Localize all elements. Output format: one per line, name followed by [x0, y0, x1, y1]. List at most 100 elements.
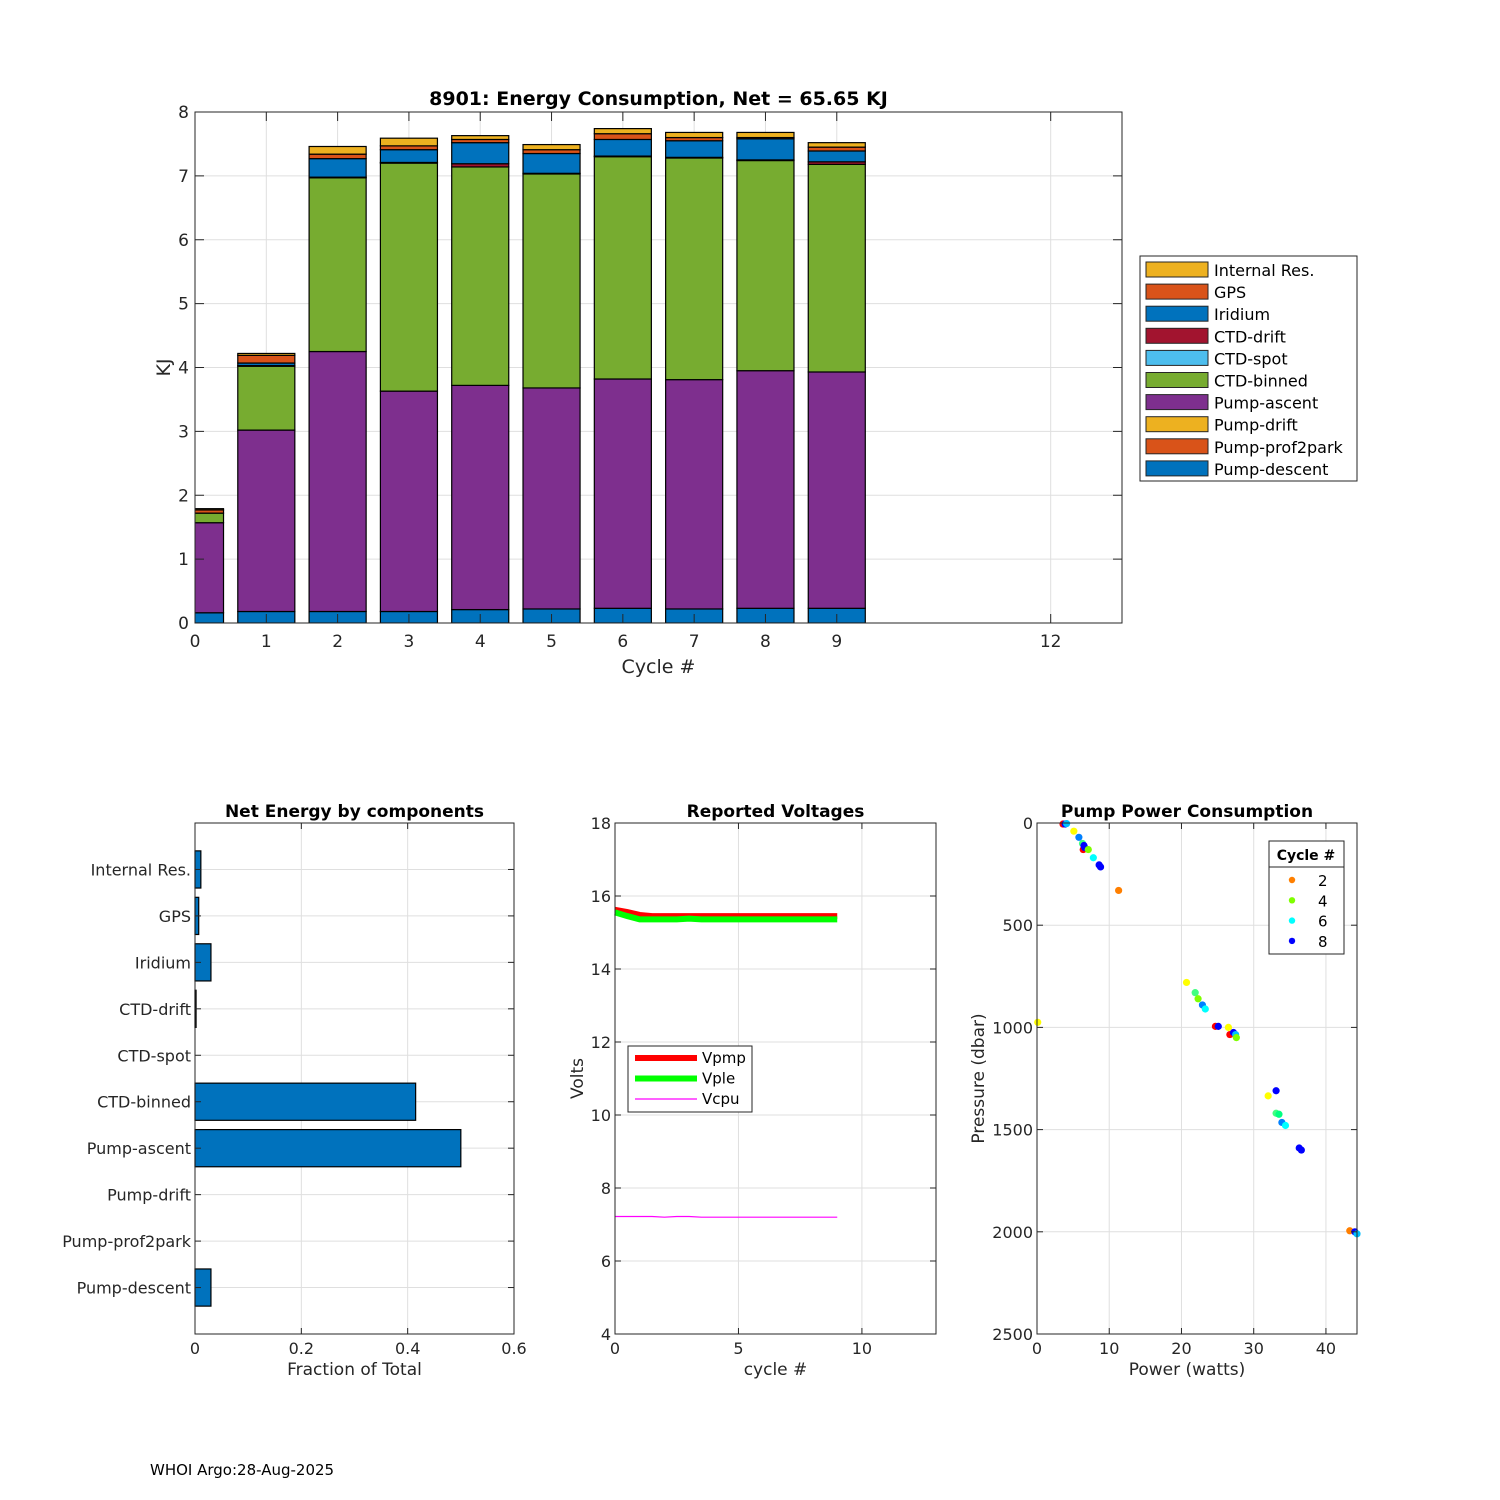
x-tick-label: 6	[617, 632, 628, 652]
x-tick-label: 30	[1244, 1339, 1264, 1358]
y-axis-label: Pressure (dbar)	[969, 1013, 989, 1143]
data-point	[1201, 1005, 1209, 1013]
data-point	[1281, 1121, 1290, 1130]
data-point	[1075, 833, 1083, 841]
bar-segment-ctd-binned	[665, 157, 724, 381]
bar-segment-ctd-binned	[522, 173, 581, 389]
x-tick-label: 2	[332, 632, 343, 652]
legend-swatch	[1145, 261, 1209, 278]
data-point	[1115, 886, 1123, 895]
legend: Cycle # 2 4 6 8	[1268, 840, 1345, 955]
data-point	[1224, 1023, 1233, 1031]
x-axis-label: Cycle #	[622, 656, 696, 678]
x-tick-label: 3	[404, 632, 415, 652]
y-tick-label: 3	[178, 422, 189, 442]
y-tick-label: 2500	[992, 1325, 1033, 1344]
bar-segment-internal-res-	[522, 143, 581, 151]
y-tick-label: Internal Res.	[91, 860, 191, 879]
bar-segment-internal-res-	[379, 137, 439, 147]
y-tick-label: 1000	[992, 1018, 1033, 1037]
x-tick-label: 1	[261, 632, 272, 652]
bar-segment-ctd-binned	[736, 159, 795, 372]
bar-ctd-binned	[194, 1082, 417, 1121]
x-tick-label: 0.6	[501, 1339, 526, 1358]
x-axis-label: cycle #	[744, 1360, 808, 1380]
data-point	[1034, 1018, 1042, 1026]
data-point	[1070, 827, 1078, 835]
chart-title: 8901: Energy Consumption, Net = 65.65 KJ	[429, 88, 888, 110]
bar-segment-ctd-binned	[308, 177, 367, 353]
y-tick-label: 5	[178, 295, 189, 315]
legend-label: 2	[1318, 872, 1328, 890]
bar-segment-iridium	[451, 142, 510, 165]
data-point	[1264, 1092, 1272, 1100]
legend-label: Internal Res.	[1214, 261, 1314, 280]
y-tick-label: Pump-drift	[107, 1186, 191, 1205]
bar-segment-ctd-binned	[451, 166, 510, 386]
y-tick-label: 0	[178, 614, 189, 634]
legend-marker	[1288, 917, 1296, 924]
bar-segment-iridium	[593, 138, 652, 157]
y-axis-label: KJ	[153, 358, 175, 376]
data-point	[1232, 1034, 1240, 1042]
bar-segment-ctd-binned	[237, 365, 296, 431]
data-point	[1272, 1087, 1280, 1095]
y-tick-label: 0	[1023, 814, 1033, 833]
bar-segment-iridium	[665, 140, 724, 158]
y-tick-label: GPS	[159, 907, 191, 926]
bar-segment-internal-res-	[308, 145, 367, 155]
data-point	[1191, 989, 1199, 997]
y-tick-label: CTD-binned	[97, 1093, 191, 1112]
bar-segment-iridium	[308, 158, 367, 178]
bar-segment-pump-ascent	[308, 350, 367, 613]
x-tick-label: 9	[831, 632, 842, 652]
legend-label: 8	[1318, 933, 1328, 951]
legend-label: 6	[1318, 913, 1328, 931]
bar-segment-ctd-binned	[593, 156, 652, 380]
x-tick-label: 0.2	[289, 1339, 314, 1358]
legend: Vpmp Vple Vcpu	[627, 1045, 753, 1113]
y-tick-label: 8	[178, 103, 189, 123]
y-tick-label: 14	[591, 960, 611, 979]
x-tick-label: 7	[689, 632, 700, 652]
voltages-chart: 0 5 10 4 6 8 10 12 14 16 18 Reported Voltages cycle …	[568, 802, 937, 1380]
legend-label: 4	[1318, 892, 1328, 910]
data-point	[1182, 978, 1191, 987]
bar-segment-internal-res-	[736, 131, 795, 139]
x-axis-label: Fraction of Total	[287, 1360, 422, 1380]
bar-segment-ctd-binned	[379, 162, 439, 392]
axes-box	[614, 822, 937, 1335]
data-point	[1297, 1146, 1305, 1154]
data-point	[1084, 845, 1092, 854]
legend-swatch	[1145, 438, 1209, 455]
legend-label: Iridium	[1214, 305, 1270, 324]
x-tick-label: 0	[190, 632, 201, 652]
x-tick-label: 20	[1171, 1339, 1191, 1358]
data-point	[1214, 1022, 1222, 1030]
x-tick-label: 0.4	[395, 1339, 420, 1358]
line-vple	[614, 909, 838, 923]
legend-label: Pump-prof2park	[1214, 438, 1344, 457]
bar-segment-pump-ascent	[522, 387, 581, 610]
x-tick-label: 40	[1316, 1339, 1336, 1358]
x-axis-label: Power (watts)	[1129, 1360, 1246, 1380]
y-tick-label: 10	[591, 1106, 611, 1125]
y-tick-label: 6	[601, 1252, 611, 1271]
legend-label: Vple	[702, 1070, 735, 1088]
y-tick-label: 4	[601, 1325, 611, 1344]
y-tick-label: 1500	[992, 1121, 1033, 1140]
data-point	[1096, 863, 1105, 871]
bar-pump-ascent	[194, 1128, 462, 1168]
y-tick-label: 18	[591, 814, 611, 833]
bar-segment-pump-ascent	[807, 371, 866, 609]
y-tick-label: 1	[178, 550, 189, 570]
legend-label: Vpmp	[702, 1049, 746, 1067]
legend-label: Pump-descent	[1214, 460, 1328, 479]
bar-segment-iridium	[379, 149, 439, 164]
y-tick-label: 16	[591, 887, 611, 906]
x-tick-label: 12	[1040, 632, 1062, 652]
legend-marker	[1288, 897, 1296, 904]
data-point	[1089, 854, 1097, 862]
axes-box	[194, 111, 1123, 624]
legend-swatch	[1145, 372, 1209, 388]
